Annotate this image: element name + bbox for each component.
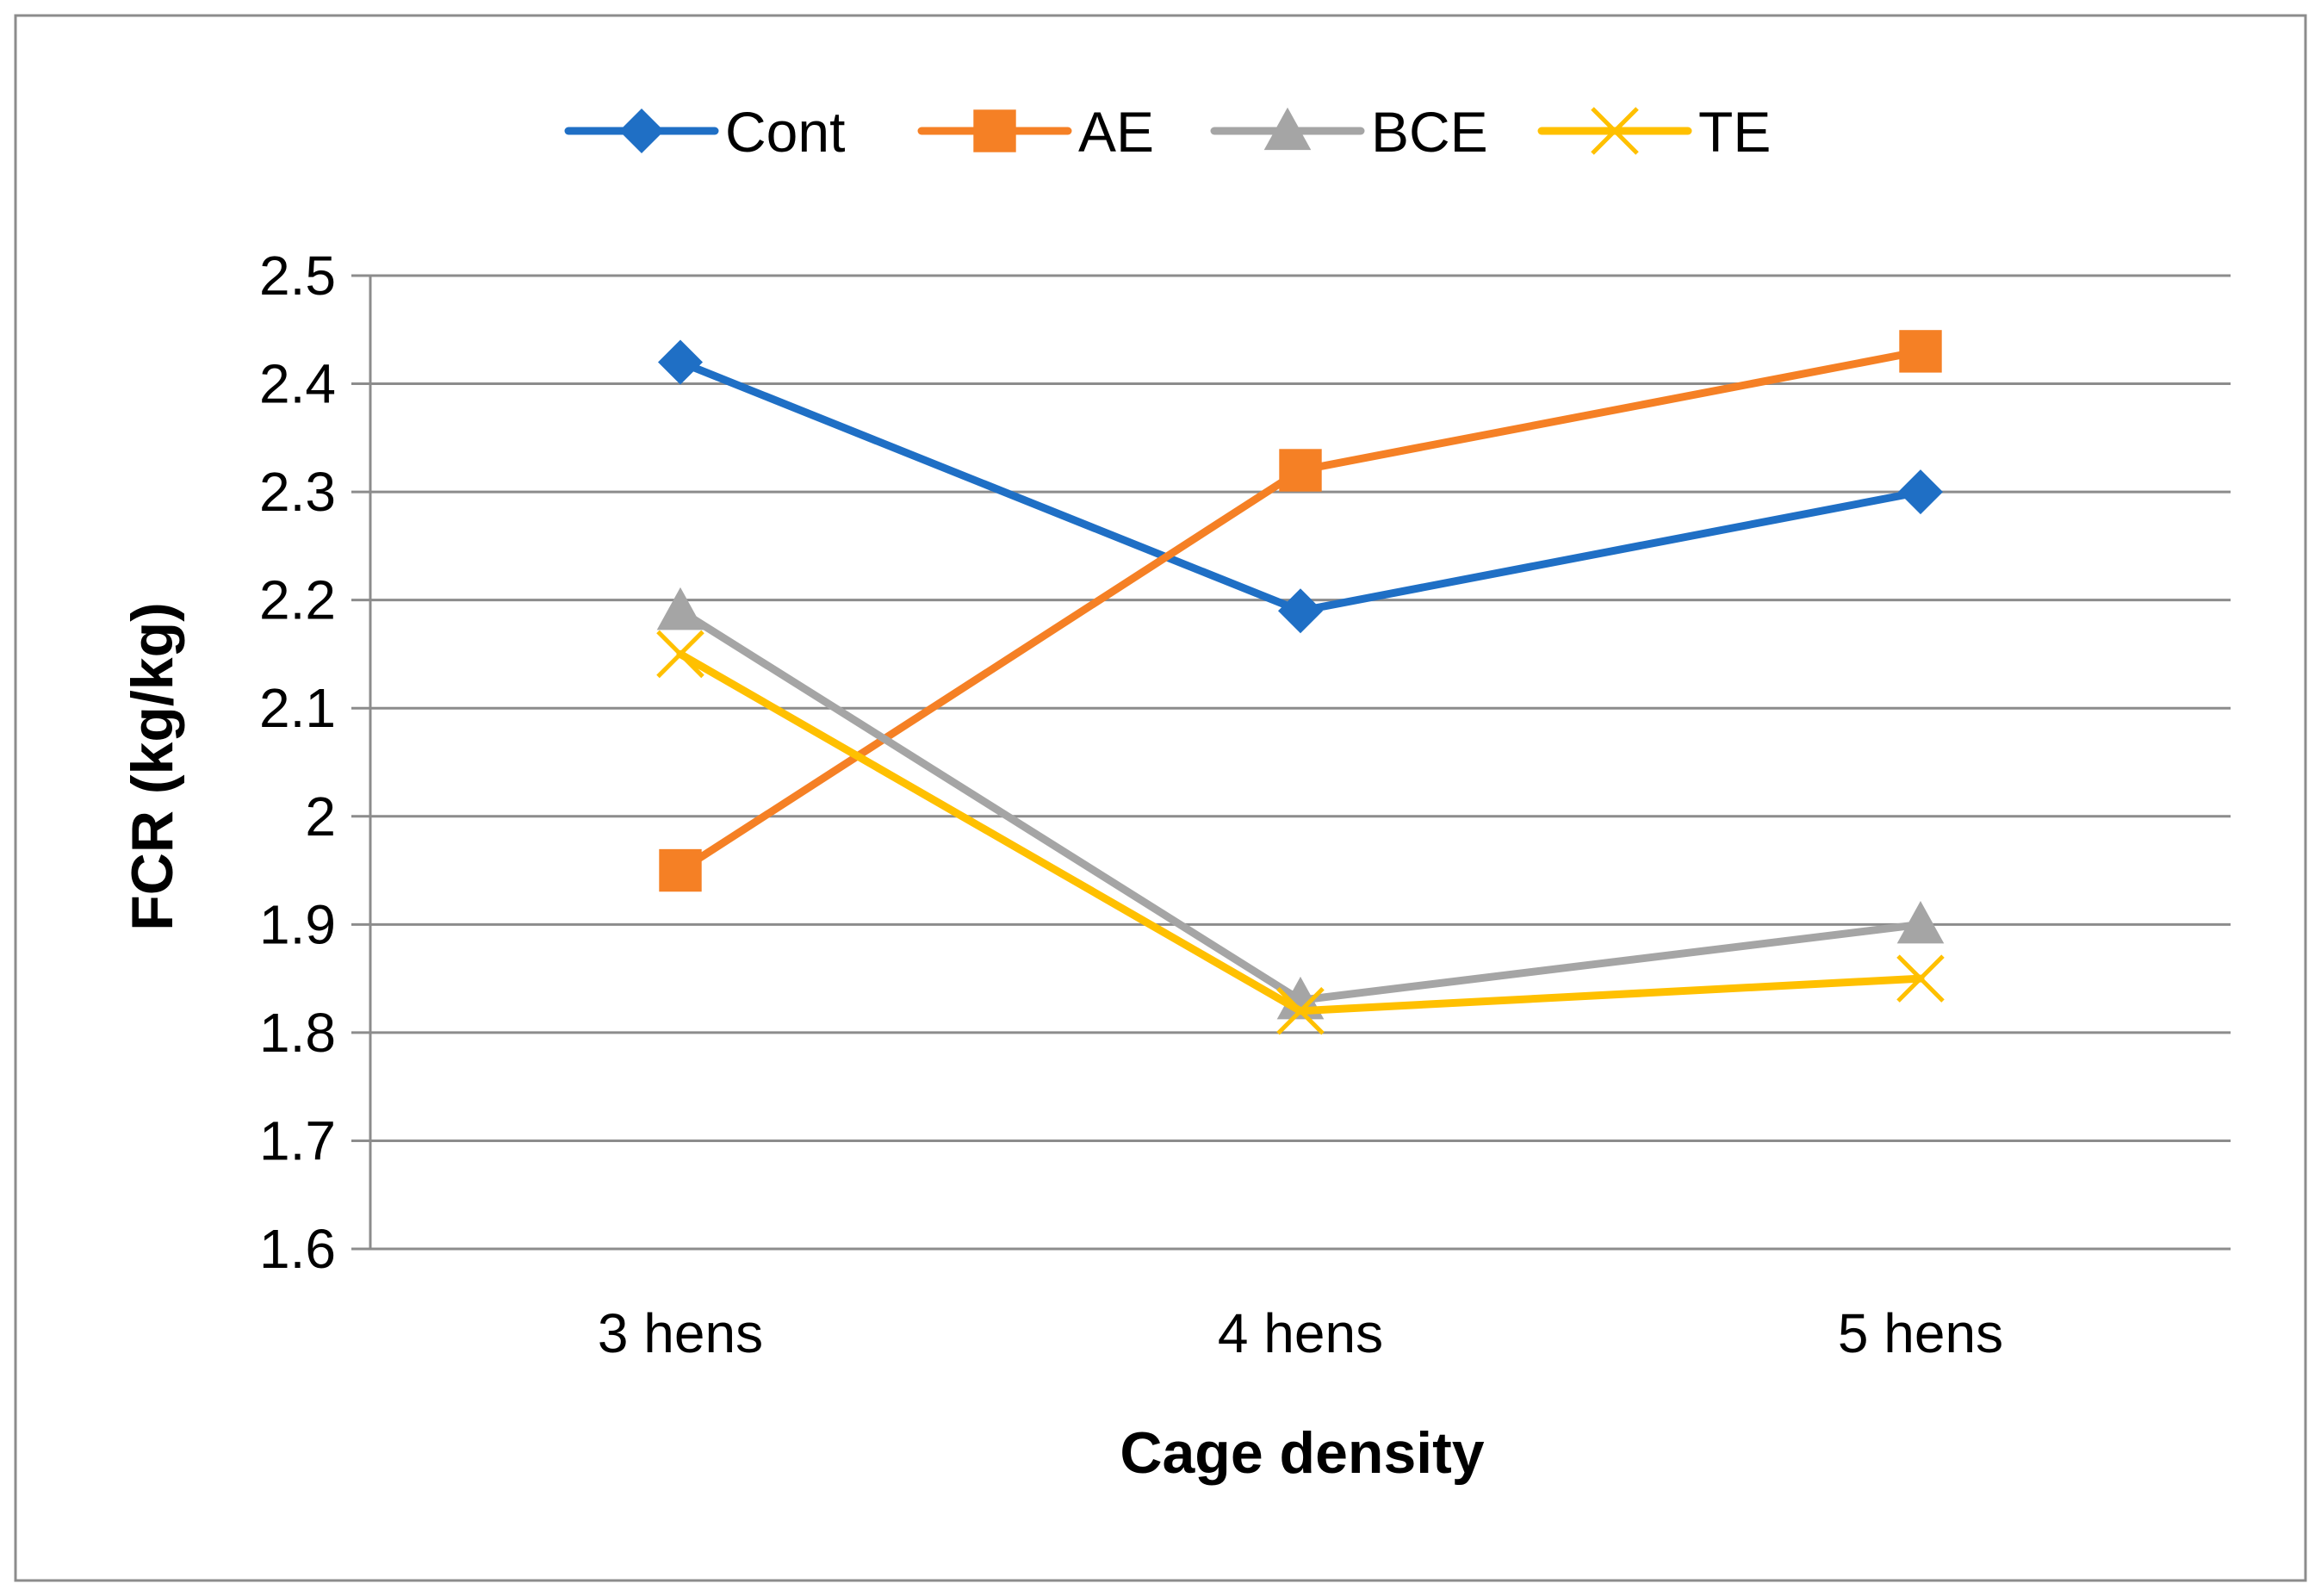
- legend-marker: [1591, 107, 1639, 155]
- y-tick-label: 1.7: [259, 1109, 336, 1171]
- data-point-bce: [1896, 901, 1945, 944]
- y-tick-label: 2.5: [259, 245, 336, 307]
- y-axis-title: FCR (kg/kg): [120, 602, 185, 931]
- data-point-cont: [1898, 469, 1943, 515]
- series-lines: [656, 330, 1945, 1035]
- x-axis-title: Cage density: [1120, 1420, 1484, 1486]
- legend-label: TE: [1698, 100, 1771, 164]
- legend-label: BCE: [1371, 100, 1488, 164]
- legend-marker: [619, 109, 664, 153]
- y-tick-label: 1.8: [259, 1002, 336, 1064]
- y-tick-label: 2.4: [259, 353, 336, 415]
- data-point-ae: [1899, 330, 1942, 373]
- data-point-cont: [658, 339, 703, 385]
- legend-entry-te: TE: [1537, 100, 1771, 164]
- series-te: [656, 630, 1945, 1035]
- x-tick-label: 5 hens: [1838, 1302, 2003, 1364]
- y-tick-label: 2.1: [259, 677, 336, 739]
- series-cont: [658, 339, 1943, 634]
- y-tick-label: 1.6: [259, 1218, 336, 1280]
- data-point-cont: [1278, 588, 1323, 634]
- data-point-ae: [659, 848, 702, 892]
- legend-label: Cont: [725, 100, 845, 164]
- x-tick-label: 4 hens: [1218, 1302, 1383, 1364]
- axes: 1.6 1.7 1.8 1.9 2 2.1 2.2 2.3 2.4 2.5 3 hens 4 hens…: [259, 245, 2003, 1364]
- legend-entry-cont: Cont: [564, 100, 845, 164]
- legend-label: AE: [1078, 100, 1154, 164]
- legend-marker: [973, 109, 1016, 152]
- legend-marker: [1263, 107, 1312, 151]
- legend-entry-ae: AE: [917, 100, 1154, 164]
- data-point-ae: [1279, 449, 1322, 492]
- y-tick-label: 2: [305, 786, 336, 848]
- x-tick-label: 3 hens: [598, 1302, 763, 1364]
- legend: Cont AE BCE TE: [564, 100, 1771, 164]
- data-point-bce: [656, 587, 704, 630]
- y-tick-label: 2.3: [259, 461, 336, 523]
- data-point-te: [656, 630, 704, 679]
- data-point-te: [1276, 987, 1325, 1035]
- legend-entry-bce: BCE: [1210, 100, 1488, 164]
- y-tick-label: 1.9: [259, 893, 336, 955]
- data-point-te: [1896, 954, 1945, 1003]
- y-tick-label: 2.2: [259, 569, 336, 631]
